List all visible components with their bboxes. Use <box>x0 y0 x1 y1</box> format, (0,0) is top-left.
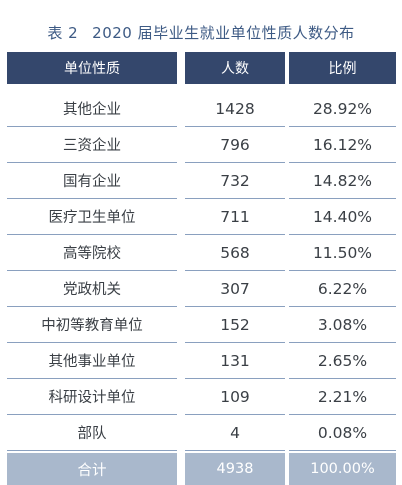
table-row: 三资企业 796 16.12% <box>7 127 396 163</box>
cell-count: 152 <box>185 307 285 343</box>
table-row: 医疗卫生单位 711 14.40% <box>7 199 396 235</box>
cell-count: 732 <box>185 163 285 199</box>
header-unit-type: 单位性质 <box>7 52 177 84</box>
cell-unit-type: 医疗卫生单位 <box>7 199 177 235</box>
table-total-row: 合计 4938 100.00% <box>7 453 396 485</box>
cell-unit-type: 其他企业 <box>7 91 177 127</box>
table-row: 中初等教育单位 152 3.08% <box>7 307 396 343</box>
cell-ratio: 11.50% <box>289 235 396 271</box>
table-row: 科研设计单位 109 2.21% <box>7 379 396 415</box>
cell-count: 568 <box>185 235 285 271</box>
cell-ratio: 0.08% <box>289 415 396 451</box>
cell-unit-type: 其他事业单位 <box>7 343 177 379</box>
header-count: 人数 <box>185 52 285 84</box>
table-row: 高等院校 568 11.50% <box>7 235 396 271</box>
cell-count: 307 <box>185 271 285 307</box>
table-row: 其他事业单位 131 2.65% <box>7 343 396 379</box>
cell-count: 109 <box>185 379 285 415</box>
table-row: 部队 4 0.08% <box>7 415 396 451</box>
cell-unit-type: 科研设计单位 <box>7 379 177 415</box>
cell-ratio: 3.08% <box>289 307 396 343</box>
table-row: 党政机关 307 6.22% <box>7 271 396 307</box>
table-row: 国有企业 732 14.82% <box>7 163 396 199</box>
cell-ratio: 14.40% <box>289 199 396 235</box>
cell-count: 1428 <box>185 91 285 127</box>
distribution-table: 单位性质 人数 比例 其他企业 1428 28.92% 三资企业 796 16.… <box>7 52 396 485</box>
table-title: 2020 届毕业生就业单位性质人数分布 <box>92 24 355 42</box>
total-label: 合计 <box>7 453 177 485</box>
cell-ratio: 14.82% <box>289 163 396 199</box>
cell-unit-type: 党政机关 <box>7 271 177 307</box>
cell-ratio: 28.92% <box>289 91 396 127</box>
cell-unit-type: 部队 <box>7 415 177 451</box>
cell-unit-type: 国有企业 <box>7 163 177 199</box>
cell-ratio: 2.21% <box>289 379 396 415</box>
cell-ratio: 16.12% <box>289 127 396 163</box>
cell-count: 4 <box>185 415 285 451</box>
header-ratio: 比例 <box>289 52 396 84</box>
table-number: 表 2 <box>47 24 79 42</box>
cell-ratio: 6.22% <box>289 271 396 307</box>
total-ratio: 100.00% <box>289 453 396 485</box>
cell-count: 711 <box>185 199 285 235</box>
table-header-row: 单位性质 人数 比例 <box>7 52 396 84</box>
cell-unit-type: 中初等教育单位 <box>7 307 177 343</box>
cell-ratio: 2.65% <box>289 343 396 379</box>
table-caption: 表 2 2020 届毕业生就业单位性质人数分布 <box>0 22 402 43</box>
table-row: 其他企业 1428 28.92% <box>7 91 396 127</box>
cell-count: 796 <box>185 127 285 163</box>
total-count: 4938 <box>185 453 285 485</box>
cell-count: 131 <box>185 343 285 379</box>
cell-unit-type: 三资企业 <box>7 127 177 163</box>
cell-unit-type: 高等院校 <box>7 235 177 271</box>
page: 表 2 2020 届毕业生就业单位性质人数分布 单位性质 人数 比例 其他企业 1… <box>0 22 402 485</box>
